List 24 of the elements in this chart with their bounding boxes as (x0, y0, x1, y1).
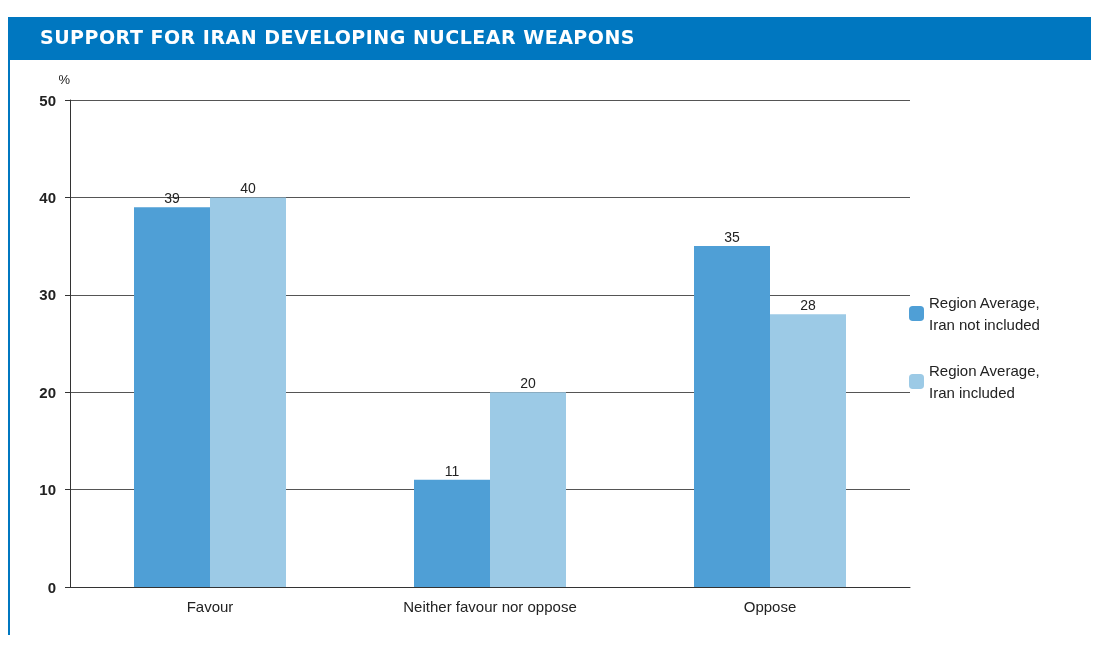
data-label: 11 (444, 462, 460, 479)
x-tick-label: Oppose (743, 598, 797, 615)
y-tick-label: 0 (47, 578, 56, 596)
y-tick-label: 40 (39, 188, 56, 206)
data-label: 20 (520, 375, 536, 392)
bar (490, 392, 566, 587)
legend-label: Region Average, Iran not included (929, 294, 1044, 333)
data-label: 40 (240, 180, 256, 197)
y-tick-label: 30 (39, 286, 56, 304)
y-tick-label: 20 (39, 383, 56, 401)
legend-label: Region Average, Iran included (929, 362, 1044, 401)
bar (134, 207, 210, 587)
y-axis-title: % (58, 72, 71, 87)
bar (694, 246, 770, 587)
chart-title: SUPPORT FOR IRAN DEVELOPING NUCLEAR WEAPONS (10, 17, 1091, 60)
bar (770, 314, 846, 587)
bar (210, 197, 286, 587)
data-label: 35 (724, 229, 740, 246)
data-label: 28 (800, 297, 816, 314)
y-tick-label: 50 (39, 91, 56, 109)
bar (414, 479, 490, 587)
y-tick-label: 10 (39, 481, 56, 499)
x-tick-label: Favour (186, 598, 234, 615)
x-tick-label: Neither favour nor oppose (403, 598, 577, 615)
